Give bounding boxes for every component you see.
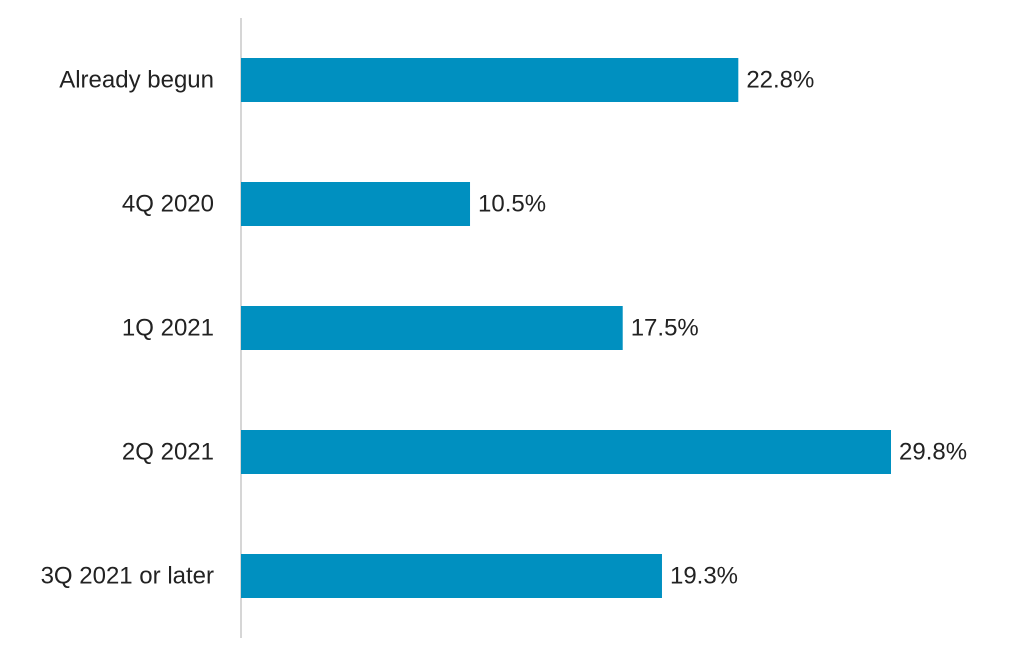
bars-group [241, 58, 891, 598]
bar-1q-2021 [241, 306, 623, 350]
value-labels: 22.8% 10.5% 17.5% 29.8% 19.3% [478, 67, 967, 590]
bar-2q-2021 [241, 430, 891, 474]
category-label-1q-2021: 1Q 2021 [122, 315, 214, 342]
value-label-2q-2021: 29.8% [899, 439, 967, 466]
value-label-already-begun: 22.8% [746, 67, 814, 94]
category-label-2q-2021: 2Q 2021 [122, 439, 214, 466]
category-label-4q-2020: 4Q 2020 [122, 191, 214, 218]
category-labels: Already begun 4Q 2020 1Q 2021 2Q 2021 3Q 202… [41, 67, 214, 590]
category-label-already-begun: Already begun [59, 67, 214, 94]
value-label-4q-2020: 10.5% [478, 191, 546, 218]
category-label-3q-2021-or-later: 3Q 2021 or later [41, 563, 214, 590]
bar-3q-2021-or-later [241, 554, 662, 598]
bar-4q-2020 [241, 182, 471, 226]
value-label-1q-2021: 17.5% [631, 315, 699, 342]
value-label-3q-2021-or-later: 19.3% [670, 563, 738, 590]
bar-already-begun [241, 58, 739, 102]
